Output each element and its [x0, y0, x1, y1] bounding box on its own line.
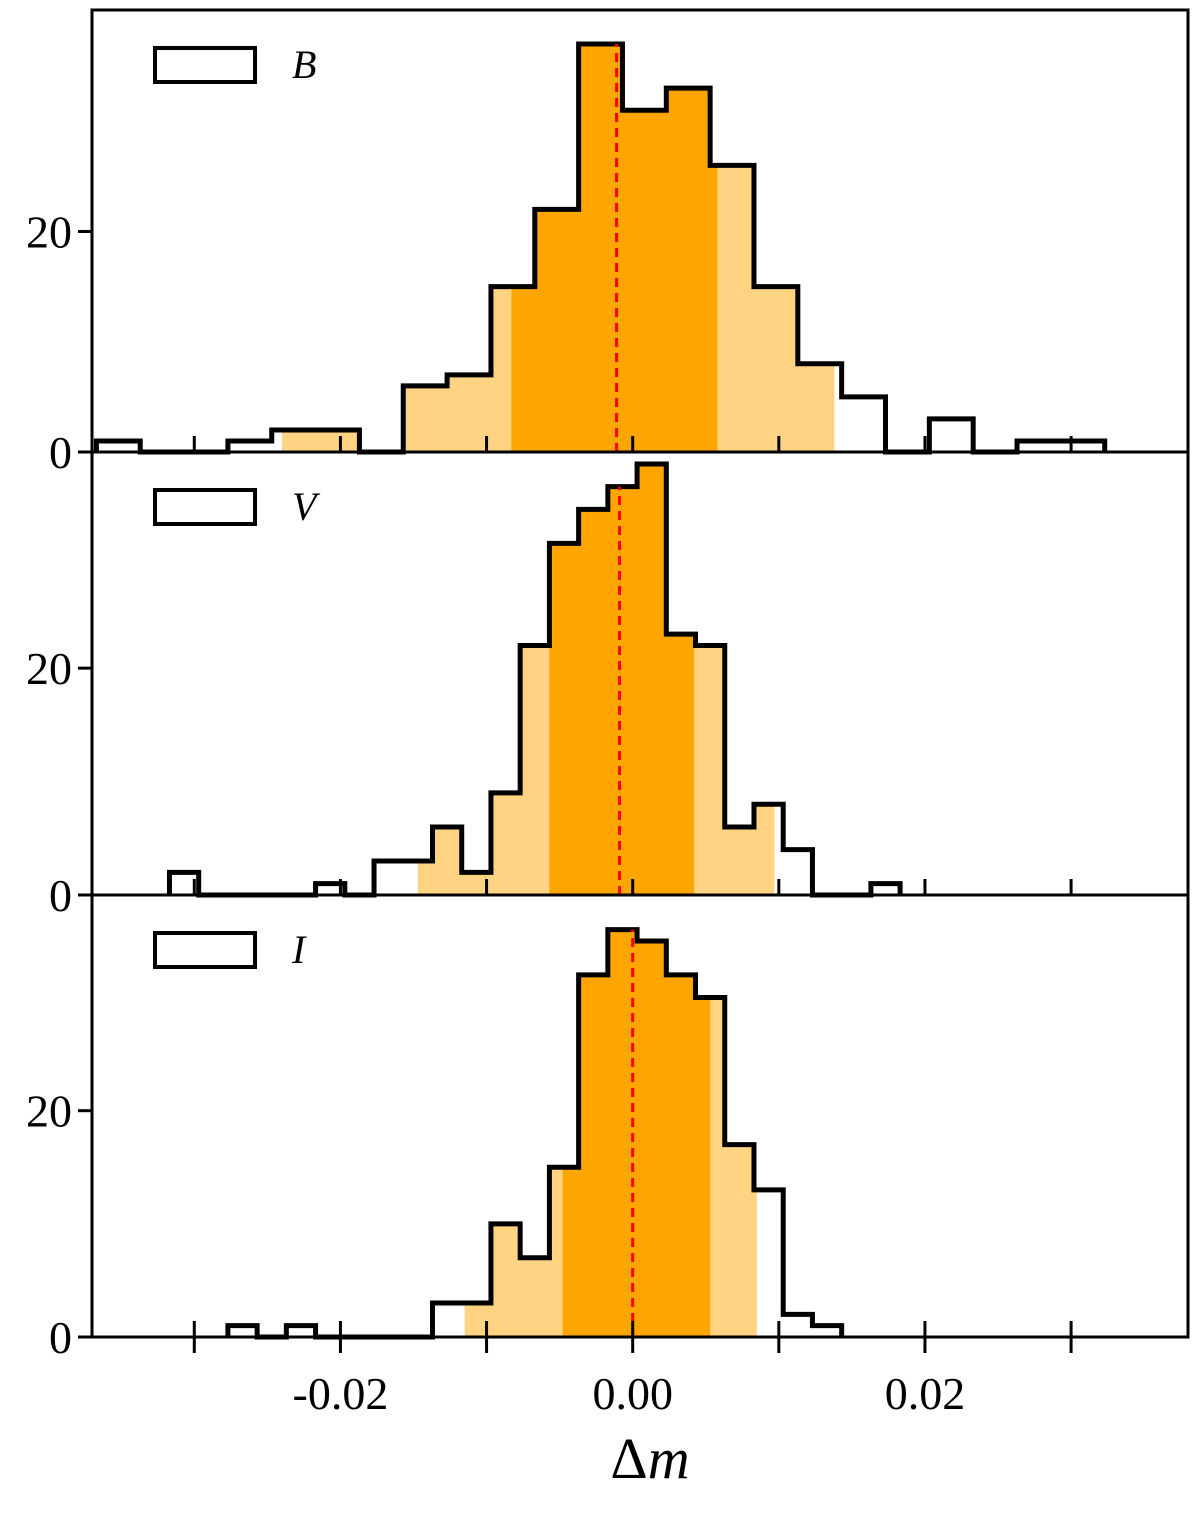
bar-V-7 — [374, 861, 403, 895]
legend-swatch-I — [153, 931, 257, 969]
bar-V-21 — [783, 850, 812, 895]
legend-label-V: V — [292, 484, 321, 529]
bar-B-17 — [842, 397, 886, 452]
x-tick-label: -0.02 — [293, 1368, 389, 1419]
histogram-outline-B — [93, 41, 1108, 455]
y-tick-label: 0 — [49, 427, 72, 478]
legend-swatch-B — [153, 46, 257, 84]
inner-band-I — [562, 929, 711, 1337]
inner-band-B — [511, 44, 718, 452]
bar-B-19 — [929, 419, 973, 452]
x-tick-label: 0.00 — [592, 1368, 673, 1419]
legend-label-I: I — [291, 927, 307, 972]
bar-I-18 — [754, 1190, 783, 1337]
bar-I-7 — [432, 1303, 461, 1337]
histogram-outline-V — [166, 461, 903, 898]
y-tick-label: 0 — [49, 870, 72, 921]
panel-frame-I — [90, 893, 1190, 1339]
x-axis-title: Δm — [610, 1426, 689, 1491]
x-tick-label: 0.02 — [885, 1368, 966, 1419]
legend-swatch-V — [153, 488, 257, 526]
bar-I-19 — [783, 1314, 812, 1337]
y-tick-label: 20 — [26, 206, 72, 257]
histogram-outline-I — [225, 927, 845, 1340]
y-tick-label: 20 — [26, 1086, 72, 1137]
y-tick-label: 20 — [26, 643, 72, 694]
y-tick-label: 0 — [49, 1312, 72, 1363]
legend-label-B: B — [292, 42, 316, 87]
inner-band-V — [549, 464, 695, 895]
